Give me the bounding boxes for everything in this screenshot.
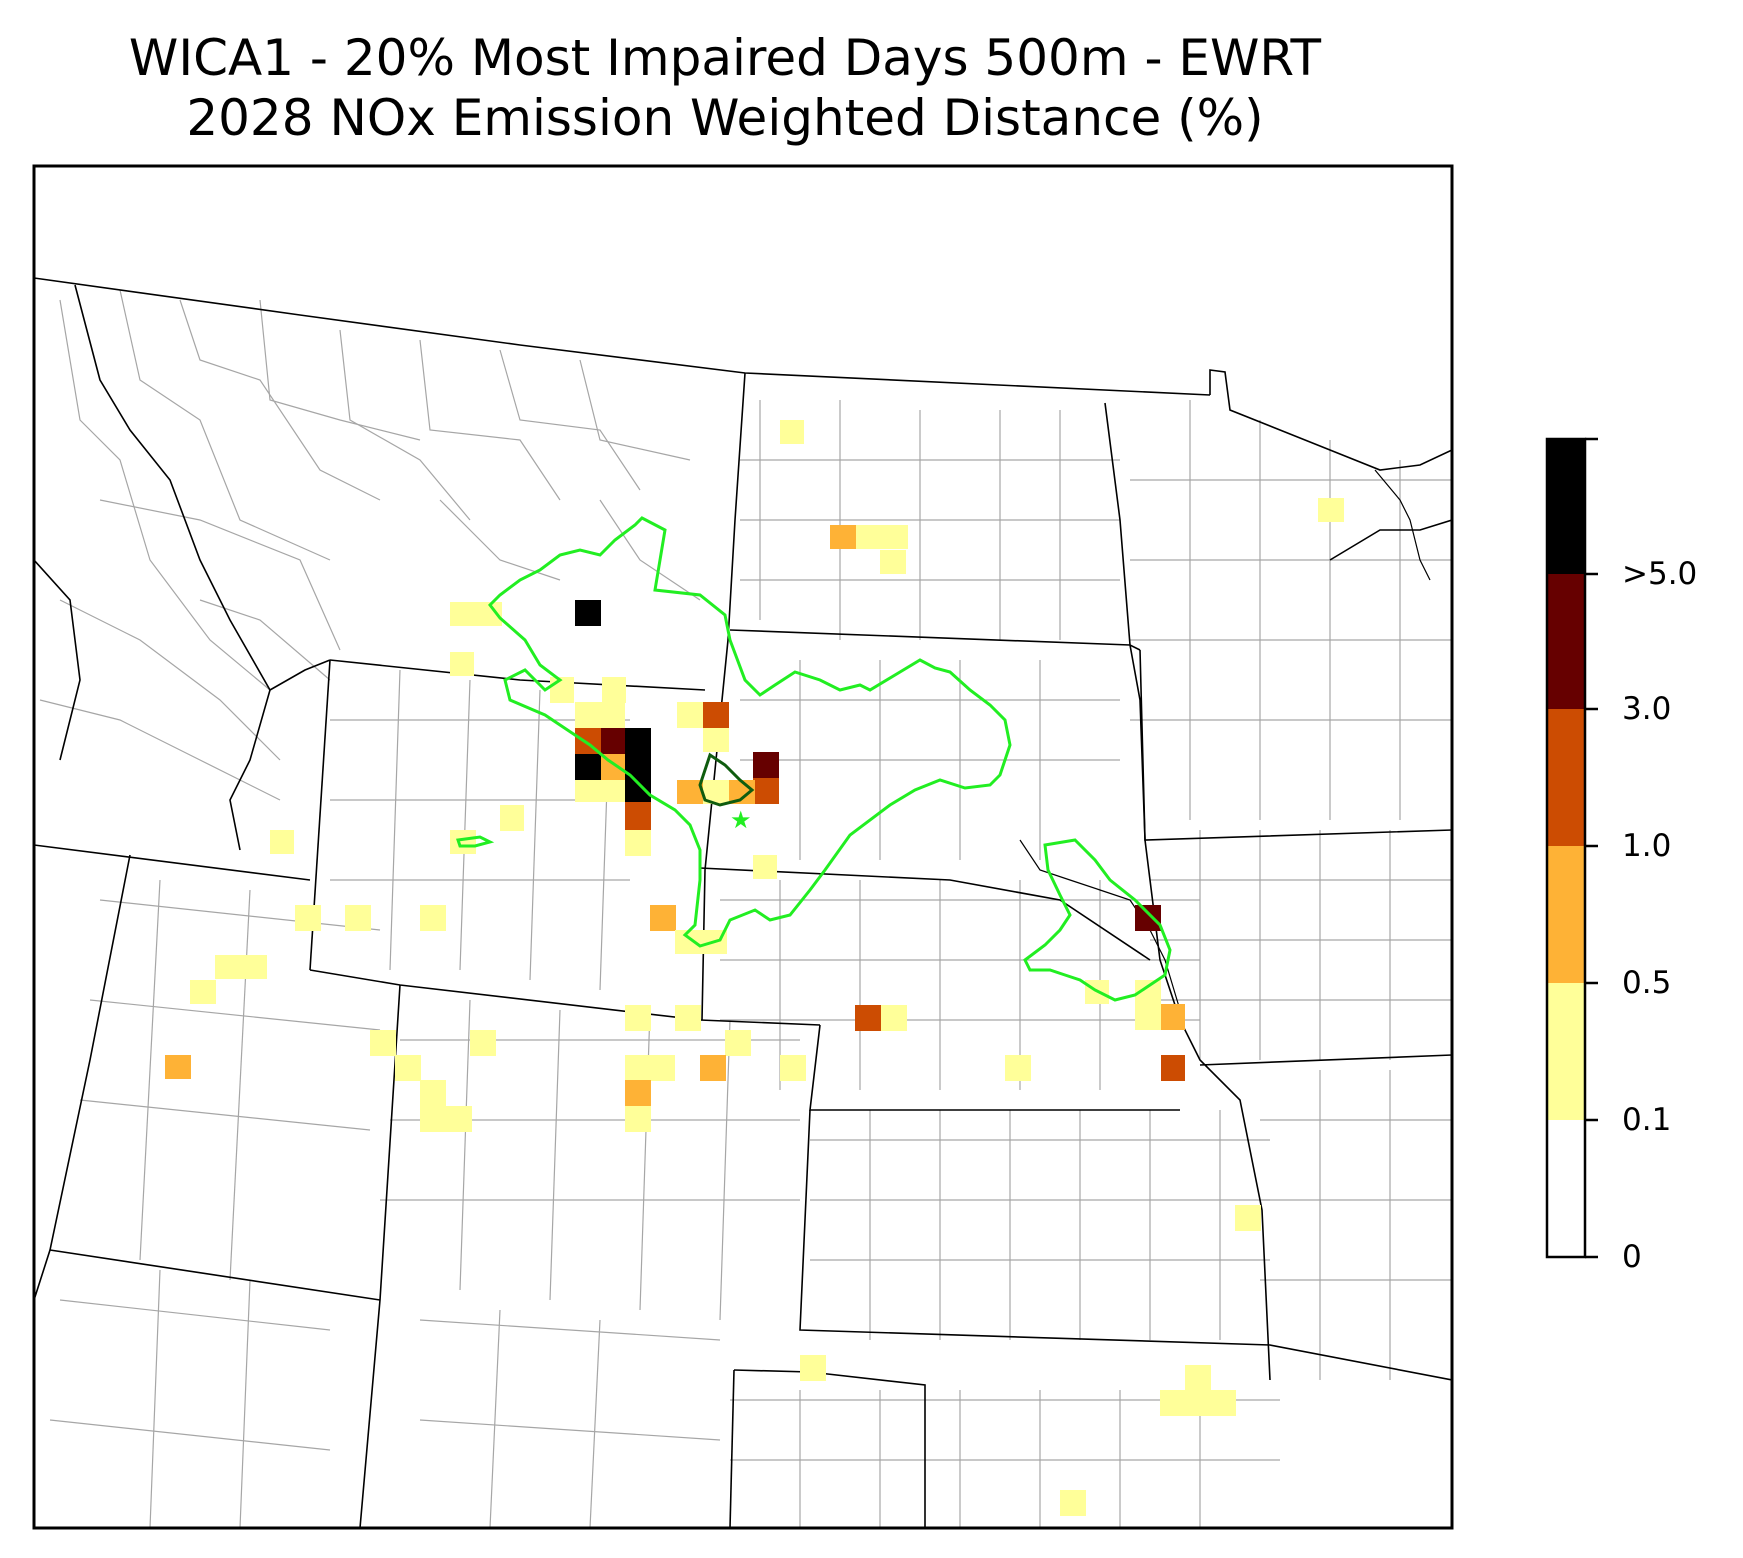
state-boundaries bbox=[34, 277, 1452, 1528]
county-boundaries bbox=[39, 289, 1452, 1528]
colorbar-segment-2 bbox=[1547, 846, 1585, 983]
colorbar-label-0-5: 0.5 bbox=[1622, 965, 1672, 1001]
river-boundaries bbox=[1019, 469, 1431, 1011]
colorbar-label-5-0: >5.0 bbox=[1622, 556, 1698, 592]
map-frame bbox=[32, 164, 1454, 1530]
star-icon: ★ bbox=[730, 806, 752, 834]
colorbar-segment-1 bbox=[1547, 983, 1585, 1120]
colorbar-segment-3 bbox=[1547, 709, 1585, 846]
colorbar bbox=[1545, 437, 1598, 1259]
map-title-line-2: 2028 NOx Emission Weighted Distance (%) bbox=[186, 89, 1264, 147]
colorbar-label-1-0: 1.0 bbox=[1622, 828, 1672, 864]
colorbar-label-3-0: 3.0 bbox=[1622, 691, 1672, 727]
colorbar-frame bbox=[1545, 437, 1587, 1259]
map-background bbox=[34, 166, 1452, 1528]
colorbar-segment-0 bbox=[1547, 1120, 1585, 1257]
map-title-line-1: WICA1 - 20% Most Impaired Days 500m - EW… bbox=[128, 29, 1322, 87]
colorbar-segment-4 bbox=[1547, 574, 1585, 709]
contour-outer bbox=[488, 516, 1012, 948]
colorbar-label-0: 0 bbox=[1622, 1239, 1642, 1275]
contour-small-west bbox=[456, 835, 495, 848]
emission-cells bbox=[165, 420, 1344, 1516]
colorbar-ticks bbox=[1585, 437, 1598, 1259]
contour-outer-east bbox=[1023, 838, 1172, 1002]
colorbar-segment-5 bbox=[1547, 439, 1585, 574]
contour-inner bbox=[698, 752, 755, 807]
colorbar-label-0-1: 0.1 bbox=[1622, 1102, 1672, 1138]
